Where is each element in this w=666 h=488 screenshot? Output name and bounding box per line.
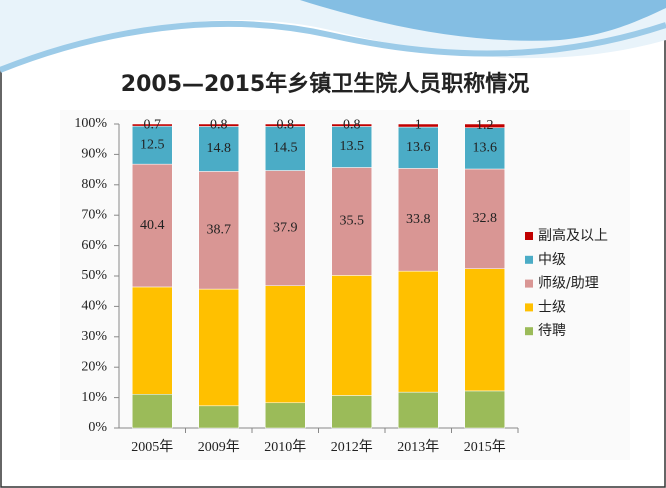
y-tick-label: 90%: [81, 147, 107, 162]
bar-segment: [464, 123, 505, 128]
data-label: 1: [415, 118, 422, 133]
legend-label: 中级: [538, 252, 566, 268]
bar-segment: [132, 394, 173, 429]
bar-segment: [265, 170, 306, 286]
legend-swatch: [525, 303, 533, 312]
legend-label: 副高及以上: [538, 227, 608, 244]
data-label: 38.7: [207, 222, 232, 237]
x-tick-label: 2013年: [397, 439, 439, 455]
data-label: 0.8: [210, 117, 228, 132]
legend-swatch: [525, 232, 533, 240]
legend-swatch: [525, 255, 533, 264]
data-label: 12.5: [140, 137, 165, 152]
y-tick-label: 60%: [81, 238, 107, 253]
decor: [300, 0, 666, 41]
bar-segment: [331, 167, 372, 276]
x-tick-label: 2005年: [131, 439, 173, 455]
data-label: 13.6: [473, 141, 498, 156]
chart-title: 2005—2015年乡镇卫生院人员职称情况: [121, 71, 529, 97]
bar-segment: [398, 123, 439, 128]
legend-label: 士级: [538, 299, 566, 315]
bar-segment: [398, 270, 439, 393]
legend-label: 待聘: [538, 323, 566, 339]
decor: [0, 20, 666, 73]
y-tick-label: 70%: [81, 207, 107, 222]
y-tick-label: 50%: [81, 268, 107, 283]
bar-segment: [132, 123, 173, 127]
data-label: 13.5: [340, 139, 365, 154]
bar-segment: [265, 126, 306, 171]
bar-segment: [398, 168, 439, 272]
bar-segment: [265, 402, 306, 429]
legend-label: 师级/助理: [538, 276, 599, 292]
y-tick-label: 80%: [81, 177, 107, 192]
bar-segment: [464, 390, 505, 429]
y-tick-label: 10%: [81, 390, 107, 405]
y-tick-label: 30%: [81, 329, 107, 344]
y-tick-label: 40%: [81, 299, 107, 314]
data-label: 32.8: [473, 211, 498, 226]
bar-segment: [132, 163, 173, 288]
bar-segment: [198, 288, 239, 407]
bar-segment: [331, 123, 372, 127]
data-label: 0.7: [144, 117, 162, 132]
bar-segment: [198, 405, 239, 429]
bar-segment: [265, 285, 306, 404]
x-tick-label: 2010年: [264, 439, 306, 455]
y-tick-label: 20%: [81, 359, 107, 374]
x-tick-label: 2015年: [464, 439, 506, 455]
bar-segment: [132, 125, 173, 165]
data-label: 14.8: [207, 141, 232, 156]
bar-segment: [198, 171, 239, 290]
bar-segment: [464, 127, 505, 170]
x-tick-label: 2009年: [198, 439, 240, 455]
data-label: 1.2: [476, 118, 494, 133]
bar-segment: [398, 391, 439, 429]
legend-swatch: [525, 327, 533, 336]
data-label: 0.8: [277, 117, 295, 132]
bar-segment: [331, 395, 372, 429]
data-label: 40.4: [140, 218, 165, 233]
x-tick-label: 2012年: [331, 439, 373, 455]
legend-swatch: [525, 279, 533, 288]
data-label: 0.8: [343, 117, 361, 132]
y-tick-label: 100%: [74, 116, 107, 131]
bar-segment: [198, 123, 239, 127]
bar-segment: [331, 275, 372, 396]
bar-segment: [464, 268, 505, 392]
data-label: 37.9: [273, 220, 298, 235]
bar-segment: [331, 126, 372, 168]
data-label: 13.6: [406, 140, 431, 155]
bar-segment: [132, 286, 173, 395]
data-label: 35.5: [340, 214, 365, 229]
bar-segment: [198, 126, 239, 172]
data-label: 33.8: [406, 212, 431, 227]
bar-segment: [265, 123, 306, 127]
bar-segment: [398, 126, 439, 169]
bar-segment: [464, 168, 505, 269]
y-tick-label: 0%: [88, 420, 107, 435]
data-label: 14.5: [273, 141, 298, 156]
